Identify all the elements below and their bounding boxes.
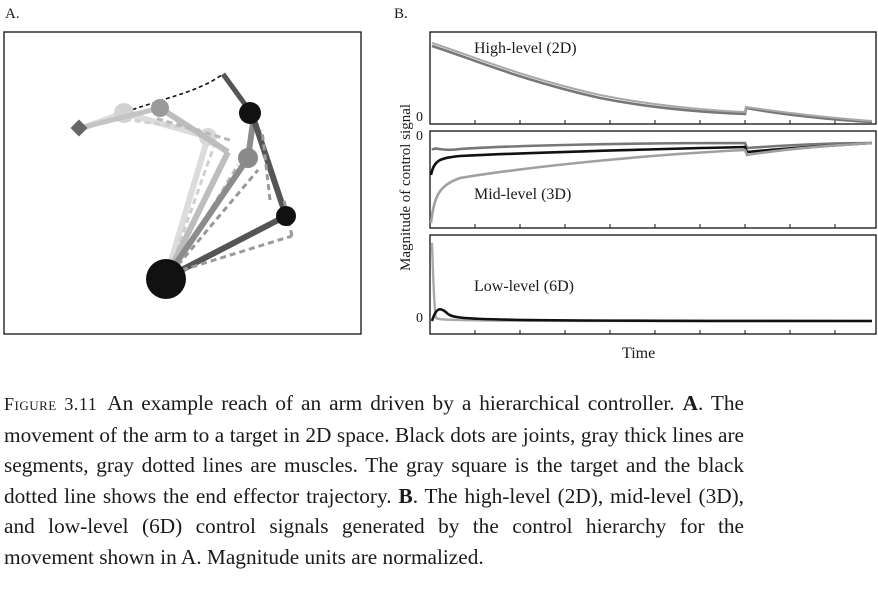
caption-b-letter: B [398, 483, 413, 508]
joint-dot [151, 99, 169, 117]
low-level-curve-black [430, 307, 873, 323]
panel-b-letter: B. [394, 6, 408, 22]
zero-tick-low: 0 [416, 311, 423, 326]
caption-b-text: . The high-level (2D), mid-level (3D), a… [4, 483, 745, 569]
panel-a-letter: A. [5, 6, 20, 22]
joint-dot [239, 102, 261, 124]
x-ticks [474, 120, 836, 334]
zero-tick-mid: 0 [416, 129, 423, 144]
high-level-frame [429, 31, 877, 125]
zero-tick-high: 0 [416, 110, 423, 125]
x-axis-label: Time [622, 345, 656, 362]
muscle-line [154, 116, 231, 142]
high-level-label: High-level (2D) [474, 40, 577, 57]
muscle-line [260, 129, 272, 201]
muscle-line [176, 169, 260, 266]
joint-dot [276, 206, 296, 226]
mid-level-label: Mid-level (3D) [474, 186, 572, 203]
low-level-frame [429, 234, 877, 335]
mid-level-curve-dark-gray [431, 141, 873, 152]
arm-segment [249, 113, 289, 217]
panel-a-frame [3, 31, 362, 335]
muscle-line [181, 234, 293, 272]
low-level-label: Low-level (6D) [474, 278, 574, 295]
muscle-line [282, 199, 294, 237]
shoulder-joint [146, 259, 186, 299]
high-level-curve-2 [431, 42, 873, 122]
caption-a-text: . The movement of the arm to a target in… [4, 391, 745, 508]
target-square [70, 119, 88, 137]
arm-segment [163, 150, 231, 280]
arm-segment [158, 105, 230, 155]
y-axis-label: Magnitude of control signal [398, 103, 414, 271]
high-level-curve-1 [431, 44, 873, 124]
caption-a-letter: A [682, 391, 698, 415]
panel-b-plots [429, 31, 877, 335]
figure-graphics [3, 31, 877, 335]
mid-level-curve-light-gray [429, 141, 873, 224]
figure-label: Figure 3.11 [4, 394, 98, 414]
joint-dot [238, 148, 258, 168]
arm-segment [163, 136, 211, 279]
arm-segment [79, 105, 161, 131]
mid-level-frame [429, 130, 877, 229]
figure-caption: Figure 3.11 An example reach of an arm dr… [4, 388, 744, 573]
caption-intro: An example reach of an arm driven by a h… [107, 391, 675, 415]
arm-segment [163, 156, 251, 280]
arm-diagram [70, 72, 296, 299]
